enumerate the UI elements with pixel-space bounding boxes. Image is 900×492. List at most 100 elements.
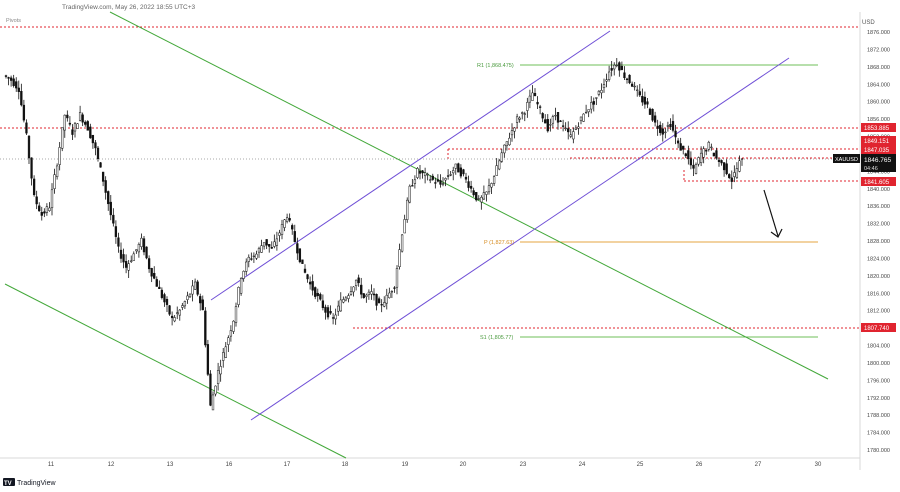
candle-body [147, 258, 151, 270]
candle-body [446, 175, 450, 177]
candle-body [436, 179, 440, 182]
candle-body [676, 140, 680, 144]
candle-body [592, 101, 595, 105]
candle-body [738, 160, 741, 172]
candle-body [153, 272, 156, 279]
price-tick-label: 1784.000 [867, 431, 890, 437]
candle-body [538, 106, 542, 108]
candle-body [357, 277, 360, 284]
candle-body [618, 62, 621, 71]
candle-body [444, 178, 447, 181]
candle-body [722, 162, 726, 171]
candle-body [485, 191, 488, 195]
candle-body [533, 92, 537, 97]
candle-body [554, 114, 557, 117]
time-tick-label: 24 [579, 462, 586, 468]
pivots-indicator-label[interactable]: Pivots [6, 18, 21, 24]
candle-body [262, 242, 266, 247]
price-tag-bg [861, 123, 896, 132]
candle-body [541, 113, 544, 119]
horizontal-levels[interactable] [0, 26, 860, 329]
candle-body [674, 130, 677, 138]
current-price-text: 1846.765 [864, 157, 891, 164]
candle-body [684, 153, 687, 157]
candle-body [628, 74, 631, 84]
candle-body [408, 185, 411, 203]
price-tag-bg [861, 145, 896, 154]
candle-body [206, 344, 210, 375]
price-tag-bg [861, 177, 896, 186]
candle-body [122, 254, 125, 263]
tradingview-logo-glyph: TV [4, 481, 12, 487]
time-tick-label: 13 [167, 462, 174, 468]
candle-body [344, 297, 348, 301]
candle-body [275, 238, 279, 246]
candle-body [388, 292, 391, 299]
tradingview-logo[interactable]: TV TradingView [3, 478, 56, 487]
price-tags: 1853.885 1849.151 1847.035 1841.605 1807.740 [861, 123, 896, 332]
candle-body [669, 124, 672, 128]
candle-body [176, 312, 179, 314]
candle-body [687, 150, 690, 159]
candle-body [71, 129, 74, 135]
channel-upper-line[interactable] [210, 30, 611, 301]
candle-body [584, 111, 588, 114]
candle-body [163, 294, 166, 303]
candle-body [421, 170, 424, 174]
candle-body [643, 96, 647, 105]
candle-body [689, 158, 693, 166]
candle-body [326, 307, 330, 318]
candle-body [89, 126, 92, 139]
price-tick-label: 1856.000 [867, 117, 890, 123]
candle-body [636, 89, 639, 91]
candle-body [429, 179, 432, 181]
candle-body [265, 239, 268, 246]
price-tick-label: 1860.000 [867, 100, 890, 106]
price-tick-label: 1812.000 [867, 309, 890, 315]
candle-body [664, 131, 667, 134]
candle-body [418, 171, 422, 174]
candle-body [352, 286, 355, 293]
candle-body [679, 143, 682, 151]
candle-body [694, 164, 698, 174]
candle-body [168, 305, 171, 315]
price-tick-label: 1800.000 [867, 361, 890, 367]
lower-descending-trendline[interactable] [4, 283, 347, 459]
pivot-lines[interactable]: R1 (1,868.475) P (1,827.63) S1 (1,805.77… [477, 63, 818, 341]
candle-body [360, 284, 363, 295]
candle-body [132, 253, 135, 261]
price-tick-label: 1780.000 [867, 448, 890, 454]
candle-body [270, 247, 273, 249]
candle-body [733, 172, 736, 177]
candle-body [495, 165, 498, 176]
candle-body [316, 292, 319, 297]
candle-body [595, 97, 598, 99]
candle-body [280, 224, 284, 235]
descending-trendlines[interactable] [4, 11, 829, 459]
time-tick-label: 17 [284, 462, 291, 468]
tradingview-logo-text: TradingView [17, 480, 56, 487]
forecast-arrow[interactable] [763, 189, 783, 238]
price-tick-label: 1816.000 [867, 291, 890, 297]
price-tick-label: 1864.000 [867, 82, 890, 88]
candle-body [720, 160, 723, 164]
channel-lower-line[interactable] [250, 57, 790, 421]
candle-body [715, 150, 718, 159]
candle-body [211, 394, 215, 411]
candle-body [145, 246, 148, 259]
candle-body [441, 183, 445, 185]
ascending-channel[interactable] [210, 30, 790, 421]
candle-body [536, 101, 539, 105]
upper-descending-trendline[interactable] [109, 11, 829, 380]
price-tick-label: 1824.000 [867, 256, 890, 262]
candle-body [426, 173, 429, 176]
chart-source-line: TradingView.com, May 26, 2022 18:55 UTC+… [62, 4, 196, 11]
candle-body [119, 249, 123, 259]
candle-body [467, 181, 470, 188]
candle-body [101, 171, 105, 182]
candle-body [94, 142, 97, 149]
tradingview-logo-icon [3, 478, 15, 486]
candle-body [291, 225, 294, 230]
candle-body [252, 255, 256, 258]
